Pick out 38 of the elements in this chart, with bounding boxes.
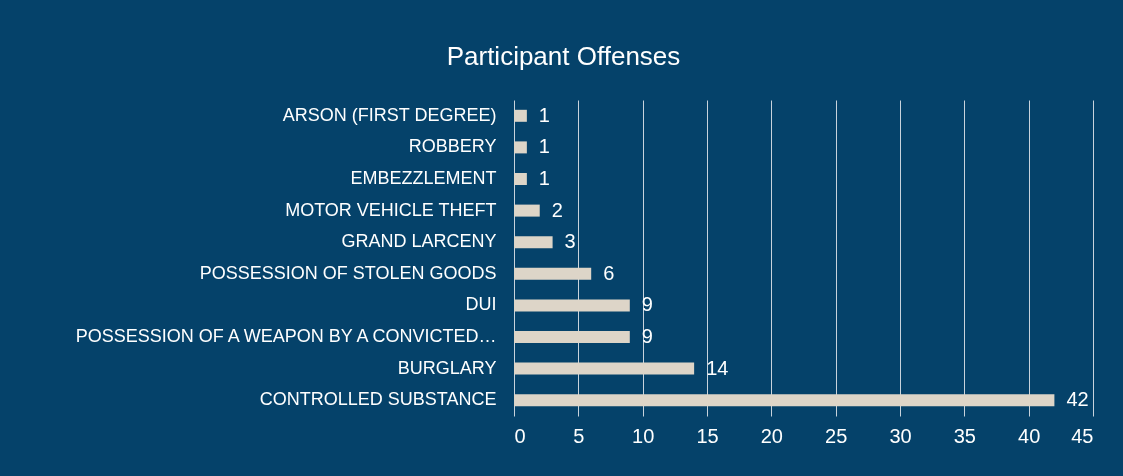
x-tick-label: 20 bbox=[760, 424, 783, 447]
data-label: 42 bbox=[1066, 388, 1089, 411]
data-label: 1 bbox=[538, 103, 550, 126]
y-tick-label: ROBBERY bbox=[408, 136, 497, 157]
bar bbox=[514, 267, 592, 280]
x-tick-label: 35 bbox=[953, 424, 976, 447]
bar bbox=[514, 141, 527, 154]
bar bbox=[514, 173, 527, 185]
y-tick-label: BURGLARY bbox=[397, 357, 497, 378]
y-tick-label: MOTOR VEHICLE THEFT bbox=[285, 199, 497, 220]
x-tick-label: 45 bbox=[1071, 424, 1094, 447]
data-label: 3 bbox=[564, 230, 576, 253]
data-label: 1 bbox=[538, 135, 550, 158]
y-tick-label: ARSON (FIRST DEGREE) bbox=[282, 104, 497, 125]
x-tick-label: 0 bbox=[514, 424, 526, 447]
y-tick-label: EMBEZZLEMENT bbox=[350, 168, 497, 188]
bar bbox=[514, 236, 553, 249]
x-tick-label: 10 bbox=[632, 424, 655, 447]
y-tick-label: GRAND LARCENY bbox=[341, 231, 497, 252]
y-tick-label: POSSESSION OF STOLEN GOODS bbox=[199, 262, 497, 283]
bar bbox=[514, 299, 630, 312]
y-tick-label: POSSESSION OF A WEAPON BY A CONVICTED… bbox=[75, 326, 497, 346]
data-label: 1 bbox=[538, 167, 550, 189]
x-tick-label: 30 bbox=[889, 424, 912, 447]
y-tick-label: DUI bbox=[465, 294, 497, 315]
x-tick-label: 40 bbox=[1018, 424, 1041, 447]
x-tick-label: 25 bbox=[825, 424, 848, 447]
x-tick-label: 5 bbox=[573, 424, 585, 447]
bar bbox=[514, 394, 1055, 407]
data-label: 6 bbox=[603, 261, 615, 284]
x-tick-label: 15 bbox=[696, 424, 719, 447]
bar bbox=[514, 204, 540, 217]
chart-title: Participant Offenses bbox=[446, 41, 681, 71]
bar bbox=[514, 362, 695, 375]
data-label: 2 bbox=[551, 198, 563, 221]
bar bbox=[514, 109, 527, 122]
bar bbox=[514, 331, 630, 343]
y-tick-label: CONTROLLED SUBSTANCE bbox=[259, 389, 497, 410]
